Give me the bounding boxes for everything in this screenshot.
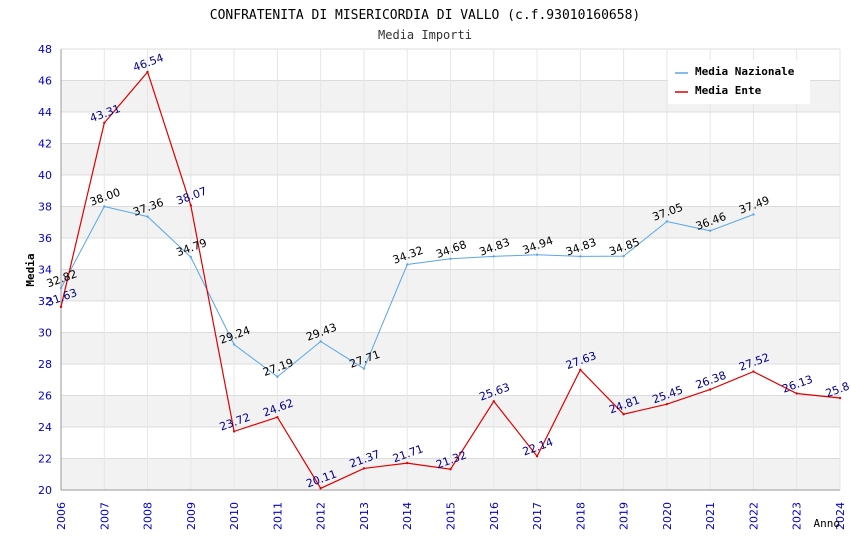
data-point (103, 121, 106, 125)
y-tick-label: 24 (38, 421, 52, 434)
data-point (579, 255, 582, 258)
grid-lines (60, 48, 841, 491)
data-point (579, 368, 582, 372)
x-tick-label: 2011 (271, 502, 284, 530)
data-point (59, 305, 63, 309)
x-tick-label: 2013 (358, 502, 371, 530)
y-tick-label: 38 (38, 201, 52, 214)
legend-label-ente: Media Ente (695, 84, 762, 97)
data-point (622, 413, 625, 416)
x-tick-label: 2017 (531, 502, 544, 530)
y-tick-label: 48 (38, 43, 52, 56)
y-tick-label: 20 (38, 484, 52, 497)
y-tick-label: 42 (38, 138, 52, 151)
y-tick-label: 30 (38, 327, 52, 340)
y-tick-label: 26 (38, 390, 52, 403)
data-point (449, 468, 452, 471)
data-point (189, 204, 193, 207)
x-tick-label: 2016 (488, 502, 501, 530)
data-point (319, 487, 322, 490)
x-tick-label: 2024 (834, 502, 847, 530)
data-point (708, 388, 712, 391)
x-tick-label: 2012 (315, 502, 328, 530)
data-point (795, 392, 798, 395)
x-tick-label: 2019 (618, 502, 631, 530)
data-point (406, 263, 409, 266)
data-point (319, 340, 322, 343)
legend-box (668, 60, 810, 104)
y-tick-label: 36 (38, 232, 52, 245)
x-tick-label: 2023 (791, 502, 804, 530)
data-point (59, 286, 63, 290)
y-tick-label: 28 (38, 358, 52, 371)
data-point (752, 370, 755, 373)
data-point (622, 254, 625, 258)
x-axis-label: Anno (814, 517, 841, 530)
data-point (535, 253, 539, 256)
axes (60, 49, 840, 491)
x-tick-label: 2015 (445, 502, 458, 530)
y-tick-label: 32 (38, 295, 52, 308)
chart-title: CONFRATENITA DI MISERICORDIA DI VALLO (c… (210, 8, 640, 23)
data-point (276, 375, 279, 378)
x-tick-label: 2008 (142, 502, 155, 530)
data-point (492, 400, 495, 403)
x-tick-label: 2018 (574, 502, 587, 530)
data-point (189, 255, 193, 259)
data-point (103, 205, 106, 208)
legend: Media Nazionale Media Ente (668, 60, 810, 104)
x-tick-label: 2009 (185, 502, 198, 530)
y-tick-label: 46 (38, 75, 52, 88)
data-point (838, 396, 842, 400)
y-tick-label: 34 (38, 264, 52, 277)
data-point (276, 416, 279, 419)
data-point (752, 213, 755, 216)
x-tick-labels: 2006 2007 2008 2009 2010 2011 2012 2013 2014 2015… (55, 502, 847, 530)
series-lines (59, 70, 842, 490)
data-point (362, 367, 366, 370)
y-tick-label: 40 (38, 169, 52, 182)
y-axis-label: Media (24, 253, 37, 286)
data-point (146, 215, 149, 218)
y-tick-label: 44 (38, 106, 52, 119)
data-point (449, 257, 452, 260)
data-point (708, 229, 712, 232)
x-tick-label: 2014 (401, 502, 414, 530)
x-tick-label: 2007 (98, 502, 111, 530)
x-tick-label: 2022 (747, 502, 760, 530)
data-point (146, 70, 149, 74)
data-point (535, 455, 539, 458)
x-tick-label: 2020 (661, 502, 674, 530)
y-tick-labels: 20 22 24 26 28 30 32 34 36 38 40 42 44 46 48 (38, 43, 52, 497)
chart-subtitle: Media Importi (378, 28, 472, 42)
data-point (406, 461, 409, 465)
x-tick-label: 2010 (228, 502, 241, 530)
data-point (232, 343, 236, 346)
x-tick-label: 2006 (55, 502, 68, 530)
data-point (362, 467, 366, 470)
data-point (665, 402, 669, 406)
data-point (665, 220, 669, 223)
y-tick-label: 22 (38, 453, 52, 466)
x-tick-label: 2021 (704, 502, 717, 530)
data-point (492, 255, 495, 258)
data-point (232, 430, 236, 433)
legend-label-nazionale: Media Nazionale (695, 65, 795, 78)
